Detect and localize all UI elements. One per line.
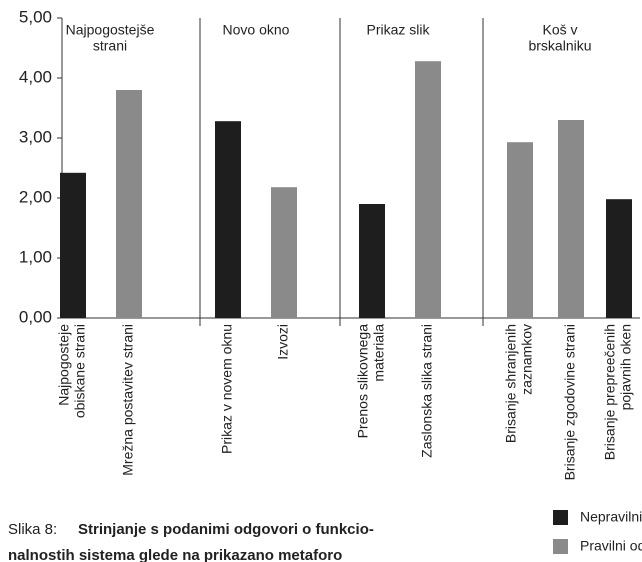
legend-swatch xyxy=(553,510,568,525)
group-label: Novo okno xyxy=(223,22,290,38)
y-tick-label: 1,00 xyxy=(19,247,52,266)
x-tick-label: Prenos slikovnega xyxy=(355,324,371,439)
x-tick-label: Prikaz v novem oknu xyxy=(219,324,235,454)
bar xyxy=(359,204,385,318)
group-label: Koš v xyxy=(542,22,577,38)
group-label: Najpogostejše xyxy=(66,22,155,38)
y-tick-label: 0,00 xyxy=(19,307,52,326)
y-tick-label: 3,00 xyxy=(19,127,52,146)
group-label: Prikaz slik xyxy=(366,22,430,38)
caption-line: nalnostih sistema glede na prikazano met… xyxy=(8,547,342,562)
x-tick-label: Brisanje zgodovine strani xyxy=(562,324,578,480)
group-label: strani xyxy=(93,38,127,54)
y-tick-label: 4,00 xyxy=(19,67,52,86)
x-tick-label: Najpogosteje xyxy=(56,324,72,406)
bar xyxy=(415,61,441,318)
x-tick-label: pojavnih oken xyxy=(618,324,634,410)
legend-swatch xyxy=(553,539,568,554)
x-tick-label: obiskane strani xyxy=(72,324,88,418)
legend-label: Nepravilni odgovor xyxy=(580,509,642,525)
bar xyxy=(606,199,632,318)
legend-label: Pravilni odgovor xyxy=(580,538,642,554)
x-tick-label: zaznamkov xyxy=(519,324,535,395)
bar xyxy=(60,172,86,318)
y-tick-label: 2,00 xyxy=(19,187,52,206)
caption-prefix: Slika 8: xyxy=(8,521,57,538)
bar xyxy=(116,90,142,318)
x-tick-label: Izvozi xyxy=(275,324,291,360)
x-tick-label: Mrežna postavitev strani xyxy=(120,324,136,476)
x-tick-label: Zaslonska slika strani xyxy=(419,324,435,458)
bar xyxy=(215,121,241,318)
x-tick-label: Brisanje shranjenih xyxy=(503,324,519,443)
y-tick-label: 5,00 xyxy=(19,7,52,26)
x-tick-label: materiala xyxy=(371,324,387,382)
caption-line: Strinjanje s podanimi odgovori o funkcio… xyxy=(78,521,374,538)
x-tick-label: Brisanje prepreečenih xyxy=(602,324,618,460)
group-label: brskalniku xyxy=(528,38,591,54)
bar xyxy=(271,187,297,318)
bar xyxy=(558,120,584,318)
bar xyxy=(507,142,533,318)
